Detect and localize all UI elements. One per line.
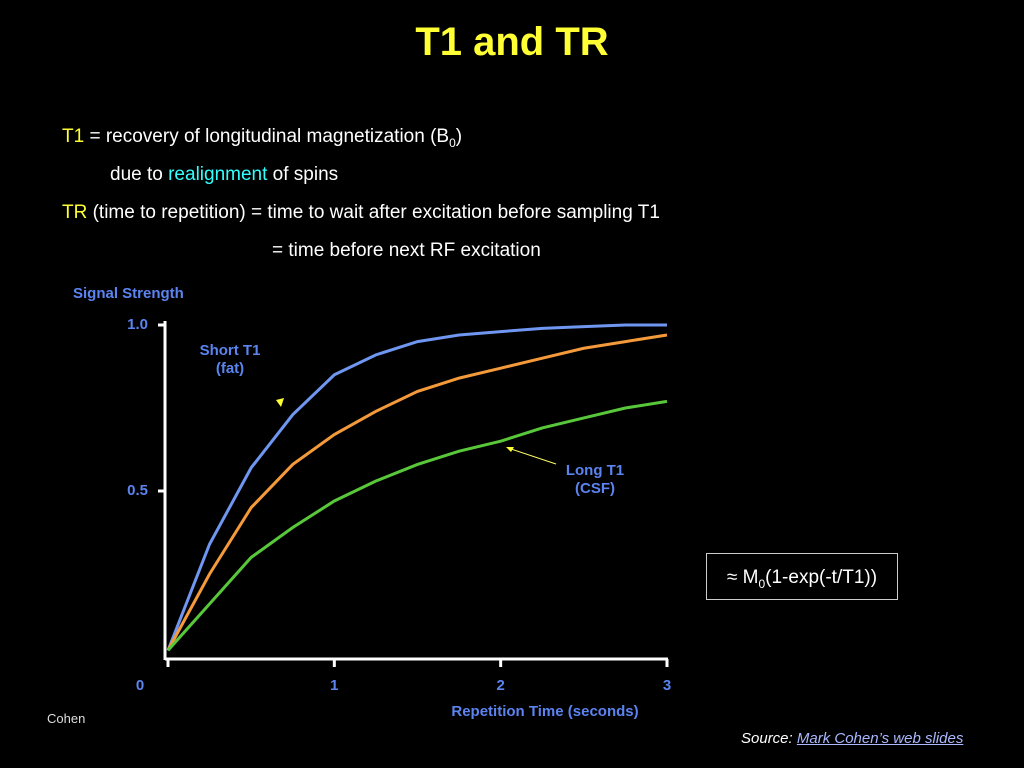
source-label: Source: bbox=[741, 730, 793, 747]
series-label: (fat) bbox=[216, 360, 244, 377]
x-tick-label: 3 bbox=[663, 677, 671, 694]
formula-box: ≈ M0(1-exp(-t/T1)) bbox=[706, 553, 898, 600]
series-label: Short T1 bbox=[200, 342, 261, 359]
body-line: T1 = recovery of longitudinal magnetizat… bbox=[62, 126, 462, 150]
series-line bbox=[166, 399, 668, 652]
text-segment: of spins bbox=[267, 164, 339, 185]
x-tick-label: 2 bbox=[496, 677, 504, 694]
series-line bbox=[166, 333, 668, 652]
text-segment: TR bbox=[62, 202, 88, 223]
arrow-head bbox=[276, 398, 284, 407]
text-segment: ≈ M bbox=[726, 567, 759, 588]
text-segment: ) bbox=[455, 126, 463, 147]
arrow-line bbox=[507, 447, 557, 465]
text-segment: (time to repetition) = time to wait afte… bbox=[87, 202, 660, 223]
text-segment: 0 bbox=[449, 135, 456, 150]
source-link[interactable]: Mark Cohen’s web slides bbox=[796, 730, 964, 747]
text-segment: T1 bbox=[62, 126, 85, 147]
x-tick-label: 1 bbox=[330, 677, 338, 694]
y-tick-label: 1.0 bbox=[127, 316, 148, 333]
series-line bbox=[166, 323, 667, 651]
series-label: (CSF) bbox=[575, 480, 615, 497]
slide-title: T1 and TR bbox=[415, 20, 609, 64]
series-label: Long T1 bbox=[566, 462, 624, 479]
text-segment: due to bbox=[110, 164, 169, 185]
body-line: TR (time to repetition) = time to wait a… bbox=[62, 202, 660, 224]
x-axis-label: Repetition Time (seconds) bbox=[451, 703, 638, 720]
x-tick-label: 0 bbox=[136, 677, 144, 694]
text-segment: = recovery of longitudinal magnetization… bbox=[84, 126, 450, 147]
text-segment: = time before next RF excitation bbox=[272, 240, 541, 261]
source: Source: Mark Cohen’s web slides bbox=[741, 730, 963, 747]
y-axis-label: Signal Strength bbox=[73, 285, 184, 302]
arrow-head bbox=[506, 447, 514, 452]
text-segment: (1-exp(-t/T1)) bbox=[765, 567, 878, 588]
body-line: due to realignment of spins bbox=[110, 164, 338, 186]
text-segment: 0 bbox=[758, 576, 766, 591]
text-segment: realignment bbox=[168, 164, 268, 185]
body-line: = time before next RF excitation bbox=[272, 240, 541, 262]
footer: Cohen bbox=[47, 711, 86, 726]
y-tick-label: 0.5 bbox=[127, 482, 148, 499]
